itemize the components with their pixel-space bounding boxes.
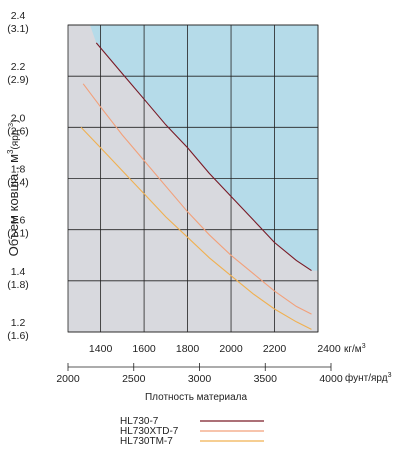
y-tick-labels: 2.4(3.1) 2.2(2.9) 2.0(2.6) 1.8(2.4) 1.6(2.1)… — [7, 10, 29, 342]
y-tick-sublabel: (2.1) — [7, 228, 29, 240]
legend-label: HL730TM-7 — [120, 436, 173, 447]
x-axis-unit: кг/м3 — [344, 343, 366, 355]
y-tick-sublabel: (1.8) — [7, 279, 29, 291]
x-tick-label: 1800 — [176, 343, 200, 355]
plot-frame — [67, 24, 319, 333]
x2-tick-label: 3000 — [188, 373, 212, 385]
x2-axis-unit: фунт/ярд3 — [345, 372, 392, 384]
x-tick-label: 2000 — [219, 343, 243, 355]
y-tick-label: 1.4 — [11, 266, 26, 278]
y-tick-sublabel: (2.9) — [7, 74, 29, 86]
y-tick-sublabel: (2.6) — [7, 125, 29, 137]
y-tick-sublabel: (1.6) — [7, 330, 29, 342]
series-lines — [80, 42, 312, 330]
y-axis-label: Объем ковша , м3(ярд 3) — [6, 120, 21, 257]
x-tick-label: 2400 — [317, 343, 341, 355]
x2-tick-label: 2000 — [56, 373, 80, 385]
series-line — [82, 83, 312, 315]
y-tick-sublabel: (3.1) — [7, 23, 29, 35]
series-line — [80, 126, 312, 330]
x2-tick-label: 4000 — [319, 373, 343, 385]
x2-tick-label: 2500 — [122, 373, 146, 385]
x-tick-label: 1400 — [89, 343, 113, 355]
series-line — [95, 42, 312, 272]
y-tick-label: 2.2 — [11, 61, 26, 73]
x-tick-label: 2200 — [263, 343, 287, 355]
x-tick-label: 1600 — [132, 343, 156, 355]
blue-region — [89, 25, 318, 271]
y-tick-label: 1.6 — [11, 215, 26, 227]
legend-label: HL730-7 — [120, 416, 159, 427]
y-tick-sublabel: (2.4) — [7, 177, 29, 189]
x-tick-labels: 1400 1600 1800 2000 2200 2400 — [89, 343, 341, 355]
y-tick-label: 2.0 — [11, 112, 26, 124]
x2-axis-title: Плотность материала — [145, 392, 247, 403]
y-tick-label: 2.4 — [11, 10, 26, 22]
x2-tick-label: 3500 — [254, 373, 278, 385]
secondary-x-axis: 2000 2500 3000 3500 4000 — [56, 363, 343, 385]
y-tick-label: 1.8 — [11, 164, 26, 176]
legend-label: HL730XTD-7 — [120, 426, 179, 437]
grid-lines — [67, 24, 319, 333]
y-tick-label: 1.2 — [11, 317, 26, 329]
